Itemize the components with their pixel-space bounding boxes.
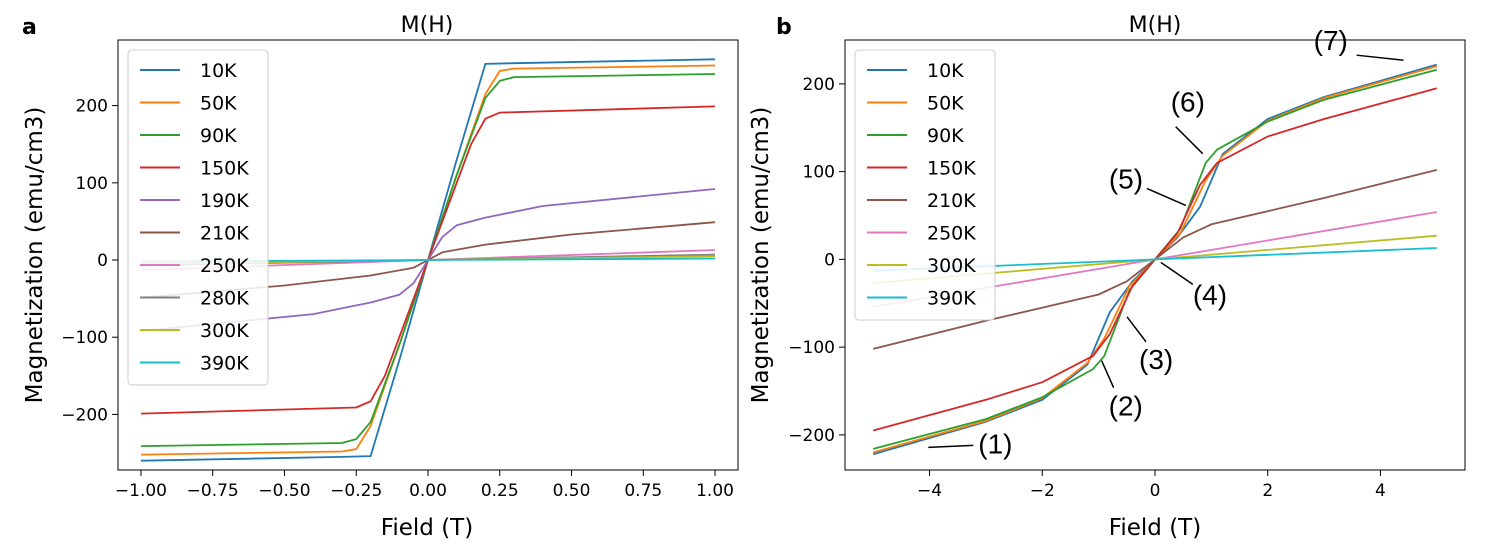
panel-b-xtick-label: 2: [1262, 481, 1273, 501]
panel-b-letter: b: [776, 15, 792, 40]
panel-a-legend-label-280K: 280K: [200, 288, 249, 310]
panel-b-ticks: −4 −2 0 2 4 −200 −100 0 100 200: [788, 75, 1386, 501]
panel-a-xtick-label: −0.25: [330, 481, 382, 501]
panel-b-ylabel: Magnetization (emu/cm3): [748, 107, 774, 404]
panel-b-xtick-label: 4: [1375, 481, 1386, 501]
annotation-label: (7): [1314, 25, 1348, 56]
panel-a-legend-box: [127, 49, 269, 386]
annotation-pointer: [1160, 261, 1194, 286]
panel-a-legend-label-150K: 150K: [200, 158, 249, 180]
annotation-pointer: [928, 444, 974, 449]
panel-b-xtick-label: 0: [1150, 481, 1161, 501]
panel-b-legend-label-50K: 50K: [927, 93, 964, 115]
panel-a-ytick-label: 200: [76, 97, 108, 117]
panel-b-xtick-label: −4: [917, 481, 942, 501]
panel-a-legend-label-190K: 190K: [200, 190, 249, 212]
panel-a-ytick-label: −200: [61, 405, 108, 425]
panel-a-series: [140, 58, 716, 462]
panel-a-xtick-label: 0.00: [409, 481, 447, 501]
panel-b-ytick-label: −200: [788, 426, 835, 446]
panel-b-annotations: (1) (2) (3) (4) (5) (6) (7): [928, 25, 1404, 459]
annotation-pointer: [1175, 126, 1204, 155]
panel-b-ytick-label: 100: [803, 163, 835, 183]
panel-a-ytick-label: 100: [76, 174, 108, 194]
panel-a-xtick-label: 0.75: [624, 481, 662, 501]
panel-b-legend-box: [854, 49, 996, 321]
annotation-label: (3): [1139, 344, 1173, 375]
panel-b-ytick-label: −100: [788, 338, 835, 358]
annotation-pointer: [1356, 54, 1404, 61]
panel-b-ytick-label: 200: [803, 75, 835, 95]
annotation-label: (5): [1109, 163, 1143, 194]
panel-b-legend-label-390K: 390K: [927, 288, 976, 310]
panel-a-xtick-label: 1.00: [696, 481, 734, 501]
annotation-pointer: [1126, 316, 1147, 343]
panel-b-legend-label-210K: 210K: [927, 190, 976, 212]
panel-b-axes-frame: [844, 39, 1466, 471]
panel-b-legend-label-250K: 250K: [927, 223, 976, 245]
panel-a-xtick-label: −0.75: [187, 481, 239, 501]
panel-a-axes-frame: [117, 39, 739, 471]
panel-a-letter: a: [22, 15, 37, 40]
panel-b-ytick-label: 0: [824, 250, 835, 270]
panel-a-xtick-label: 0.25: [481, 481, 519, 501]
panel-a-legend-label-250K: 250K: [200, 255, 249, 277]
panel-a-legend-label-50K: 50K: [200, 93, 237, 115]
panel-a-xtick-label: −0.50: [258, 481, 310, 501]
panel-a-ylabel: Magnetization (emu/cm3): [22, 107, 48, 404]
panel-b-legend-label-10K: 10K: [927, 60, 964, 82]
annotation-label: (2): [1109, 391, 1143, 422]
panel-b-legend-label-150K: 150K: [927, 158, 976, 180]
panel-a: a M(H) −1.00 −0.75 −0.50 −0.25 0.00 0.25 0.50 0…: [22, 13, 739, 541]
annotation-label: (1): [978, 428, 1012, 459]
panel-a-legend-label-300K: 300K: [200, 320, 249, 342]
panel-a-ytick-label: −100: [61, 328, 108, 348]
panel-b-title: M(H): [1129, 13, 1182, 38]
annotation-label: (6): [1171, 87, 1205, 118]
panel-a-legend-label-90K: 90K: [200, 125, 237, 147]
panel-b-legend-label-300K: 300K: [927, 255, 976, 277]
annotation-pointer: [1100, 360, 1115, 388]
panel-a-title: M(H): [401, 13, 454, 38]
panel-b-legend-label-90K: 90K: [927, 125, 964, 147]
panel-b-xtick-label: −2: [1030, 481, 1055, 501]
panel-a-legend-label-210K: 210K: [200, 223, 249, 245]
panel-a-ytick-label: 0: [97, 251, 108, 271]
panel-a-xtick-label: 0.50: [553, 481, 591, 501]
panel-a-ticks: −1.00 −0.75 −0.50 −0.25 0.00 0.25 0.50 0.75 1.00…: [61, 97, 734, 501]
panel-b-xlabel: Field (T): [1109, 515, 1201, 541]
panel-b-legend: 10K 50K 90K 150K 210K 250K 300K 390K: [854, 49, 996, 321]
panel-a-legend: 10K 50K 90K 150K 190K 210K 250K 280K 300K 390K: [127, 49, 269, 386]
panel-a-xtick-label: −1.00: [115, 481, 167, 501]
panel-a-xlabel: Field (T): [381, 515, 473, 541]
panel-a-legend-label-390K: 390K: [200, 353, 249, 375]
annotation-label: (4): [1193, 279, 1227, 310]
panel-a-legend-label-10K: 10K: [200, 60, 237, 82]
annotation-pointer: [1146, 187, 1187, 207]
